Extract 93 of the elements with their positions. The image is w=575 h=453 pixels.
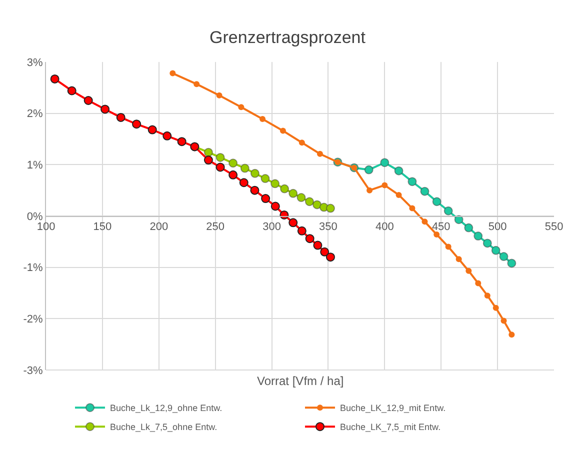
point (270, 179, 280, 188)
x-tick-label: 100 (36, 221, 56, 234)
point (204, 148, 213, 157)
point (177, 137, 186, 146)
x-tick-label: 300 (262, 221, 281, 234)
point (116, 112, 126, 122)
point (296, 193, 306, 202)
y-tick-label: 0% (26, 210, 44, 223)
point (475, 280, 482, 286)
point (216, 152, 225, 162)
y-tick-label: 2% (26, 108, 44, 120)
x-tick-label: 350 (319, 221, 338, 234)
legend-label: Buche_LK_7,5_mit Entw. (340, 422, 441, 432)
point (312, 200, 322, 210)
point (298, 140, 305, 146)
legend-label: Buche_Lk_7,5_ohne Entw. (110, 422, 218, 432)
point (500, 318, 507, 324)
point (364, 165, 374, 174)
point (260, 116, 266, 122)
point (316, 150, 323, 157)
x-axis-title: Vorrat [Vfm / ha] (257, 374, 344, 388)
y-tick-label: -1% (23, 262, 44, 274)
point (280, 184, 290, 194)
point (204, 156, 213, 165)
point (67, 86, 76, 96)
point (304, 197, 314, 206)
point (194, 81, 200, 88)
point (491, 246, 500, 255)
point (170, 70, 176, 76)
point (162, 131, 172, 140)
point (444, 206, 453, 216)
point (432, 197, 442, 206)
point (474, 232, 483, 241)
y-tick-label: 1% (26, 160, 44, 172)
x-tick-label: 250 (206, 221, 225, 234)
point (409, 205, 416, 212)
point (313, 240, 322, 250)
point (240, 164, 250, 173)
y-tick-label: 3% (26, 56, 44, 69)
y-tick-label: -3% (23, 364, 44, 377)
point (216, 162, 225, 172)
point (250, 168, 260, 178)
x-tick-label: 200 (150, 221, 168, 234)
point (280, 128, 286, 134)
point (434, 231, 440, 238)
point (466, 268, 472, 274)
point (507, 258, 516, 268)
point (250, 186, 260, 195)
point (288, 218, 298, 228)
point (132, 120, 142, 129)
point (239, 178, 248, 188)
point (238, 104, 244, 110)
x-tick-label: 150 (93, 221, 112, 234)
point (100, 104, 110, 114)
point (366, 187, 373, 194)
point (50, 74, 60, 84)
point (326, 204, 335, 213)
point (499, 252, 508, 262)
point (84, 96, 93, 105)
x-tick-label: 400 (375, 221, 394, 234)
point (326, 252, 335, 262)
y-tick-label: -2% (23, 314, 44, 326)
x-tick-label: 550 (544, 221, 564, 234)
point (464, 223, 474, 232)
point (492, 304, 499, 311)
point (297, 226, 306, 236)
point (228, 170, 238, 180)
point (260, 174, 270, 184)
point (420, 186, 430, 196)
point (148, 125, 157, 134)
point (288, 188, 298, 198)
point (482, 238, 492, 248)
point (380, 158, 390, 168)
point (382, 182, 388, 188)
x-tick-label: 500 (488, 221, 507, 234)
point (270, 202, 280, 211)
point (445, 244, 452, 250)
x-tick-label: 450 (432, 221, 450, 234)
chart-title: Grenzertragsprozent (210, 28, 366, 48)
point (508, 332, 515, 338)
point (228, 158, 238, 168)
point (394, 166, 404, 176)
point (261, 194, 270, 204)
point (408, 177, 417, 186)
point (305, 234, 314, 244)
point (422, 218, 428, 225)
legend-label: Buche_LK_12,9_mit Entw. (340, 403, 446, 414)
point (396, 192, 402, 198)
legend-label: Buche_Lk_12,9_ohne Entw. (110, 403, 222, 414)
point (484, 292, 490, 299)
point (456, 256, 462, 262)
point (216, 92, 222, 98)
point (320, 247, 330, 256)
